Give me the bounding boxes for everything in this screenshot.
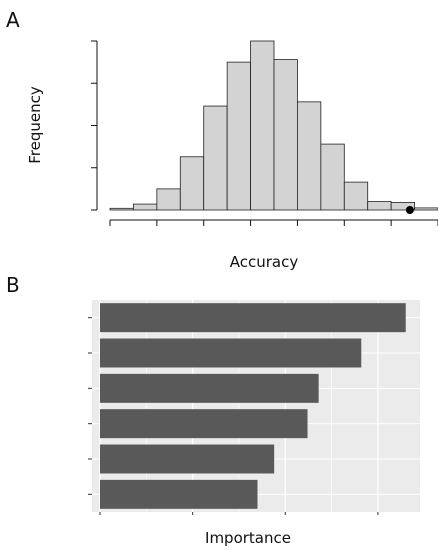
- importance-bar: [100, 373, 319, 403]
- histogram-bar: [156, 188, 181, 211]
- histogram-bar: [343, 181, 369, 211]
- histogram-bar: [320, 143, 345, 211]
- importance-bar: [100, 338, 362, 368]
- importance-axes: [88, 317, 379, 515]
- histogram-x-axis-title: Accuracy: [230, 253, 299, 271]
- importance-bars: [100, 303, 406, 509]
- histogram-bar: [390, 201, 415, 211]
- histogram-bar: [414, 207, 438, 211]
- importance-bar: [100, 409, 308, 439]
- histogram-bar: [367, 201, 392, 211]
- importance-bar: [100, 303, 406, 333]
- histogram-bar: [297, 101, 322, 211]
- histogram-bar: [250, 40, 275, 211]
- importance-plot-background: [92, 300, 420, 512]
- importance-panel: Importance: [88, 300, 420, 547]
- histogram-bar: [226, 61, 251, 211]
- importance-x-axis-title: Importance: [205, 529, 291, 547]
- histogram-bar: [109, 207, 134, 211]
- observed-value-marker: [405, 206, 414, 214]
- histogram-bar: [179, 156, 205, 211]
- histogram-bar: [203, 105, 228, 211]
- histogram-bar: [133, 203, 158, 211]
- histogram-y-axis-title: Frequency: [26, 86, 44, 164]
- panel-b-letter: B: [6, 273, 20, 297]
- importance-bar: [100, 444, 275, 474]
- histogram-bars: [109, 40, 438, 214]
- histogram-axes: [91, 40, 438, 226]
- importance-bar: [100, 479, 258, 509]
- histogram-panel: Accuracy Frequency: [26, 40, 438, 271]
- panel-a-letter: A: [6, 8, 20, 32]
- histogram-bar: [273, 59, 298, 211]
